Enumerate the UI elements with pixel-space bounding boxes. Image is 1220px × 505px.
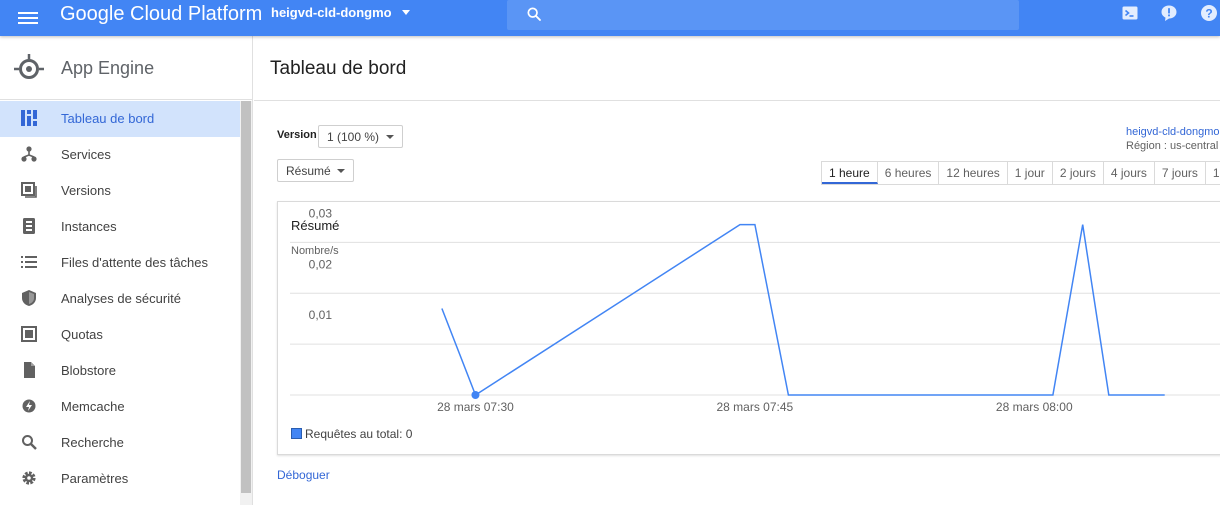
chart-title: Résumé (291, 218, 340, 233)
page-header: Tableau de bord (254, 36, 1220, 101)
instances-icon (23, 218, 35, 234)
legend-checkbox[interactable] (291, 428, 302, 439)
version-select-value: 1 (100 %) (327, 130, 380, 144)
sidebar-item-services[interactable]: Services (0, 137, 240, 173)
chart-y-unit: Nombre/s (291, 245, 339, 257)
sidebar-item-label: Services (61, 147, 111, 162)
sidebar-item-label: Paramètres (61, 471, 129, 486)
sidebar-item-task-queues[interactable]: Files d'attente des tâches (0, 245, 240, 281)
sidebar-item-label: Files d'attente des tâches (61, 255, 209, 270)
memcache-icon (22, 399, 36, 413)
time-range-selector: 1 heure 6 heures 12 heures 1 jour 2 jour… (821, 161, 1220, 185)
version-label: Version (277, 129, 317, 141)
sidebar-item-security-scans[interactable]: Analyses de sécurité (0, 281, 240, 317)
list-icon (21, 256, 37, 268)
sidebar-item-settings[interactable]: Paramètres (0, 461, 240, 497)
sidebar-nav: Tableau de bord Services Versions Inst (0, 101, 240, 497)
versions-icon (21, 182, 37, 198)
data-point-marker (471, 391, 480, 399)
range-4d[interactable]: 4 jours (1104, 162, 1155, 184)
x-tick-label: 28 mars 07:45 (717, 400, 794, 414)
chart-type-select[interactable]: Résumé (277, 159, 354, 182)
services-icon (21, 146, 37, 162)
x-tick-label: 28 mars 07:30 (437, 400, 514, 414)
summary-chart-card: Résumé Nombre/s 0,01 0,02 0,03 28 mars 07:3… (277, 201, 1220, 455)
dashboard-icon (21, 110, 37, 126)
gear-icon (22, 471, 36, 485)
range-12h[interactable]: 12 heures (939, 162, 1008, 184)
range-2d[interactable]: 2 jours (1053, 162, 1104, 184)
menu-icon[interactable] (18, 9, 38, 27)
sidebar-item-blobstore[interactable]: Blobstore (0, 353, 240, 389)
svg-text:?: ? (1205, 7, 1212, 21)
project-link[interactable]: heigvd-cld-dongmo (1126, 126, 1220, 138)
sidebar-item-label: Tableau de bord (61, 111, 155, 126)
sidebar-item-instances[interactable]: Instances (0, 209, 240, 245)
file-icon (24, 362, 35, 378)
range-7d[interactable]: 7 jours (1155, 162, 1206, 184)
sidebar-item-versions[interactable]: Versions (0, 173, 240, 209)
y-tick-label: 0,03 (309, 206, 333, 220)
sidebar-title: App Engine (61, 58, 155, 78)
scrollbar-thumb[interactable] (241, 101, 251, 493)
main-content: Tableau de bord Version 1 (100 %) Résumé… (254, 36, 1220, 505)
line-chart: 0,01 0,02 0,03 28 mars 07:30 28 mars 07:45 28… (290, 206, 1220, 414)
range-1d[interactable]: 1 jour (1008, 162, 1053, 184)
chart-type-select-value: Résumé (286, 164, 331, 178)
legend-label: Requêtes au total: 0 (305, 427, 413, 441)
sidebar-header: App Engine (0, 36, 252, 100)
search-icon (22, 435, 37, 450)
search-input[interactable] (507, 0, 1019, 30)
sidebar-item-label: Blobstore (61, 363, 116, 378)
region-label: Région : us-central (1126, 140, 1219, 152)
sidebar-item-label: Instances (61, 219, 117, 234)
chevron-down-icon (401, 10, 410, 15)
search-icon (527, 7, 541, 21)
feedback-icon[interactable] (1160, 4, 1178, 22)
sidebar-scrollbar[interactable] (240, 101, 252, 505)
help-icon[interactable]: ? (1200, 4, 1218, 22)
project-selector[interactable]: heigvd-cld-dongmo (271, 5, 410, 20)
top-app-bar: Google Cloud Platform heigvd-cld-dongmo … (0, 0, 1220, 36)
quotas-icon (21, 326, 37, 342)
range-6h[interactable]: 6 heures (878, 162, 940, 184)
app-engine-icon (14, 54, 44, 79)
page-title: Tableau de bord (270, 58, 407, 79)
y-tick-label: 0,01 (309, 308, 333, 322)
sidebar-item-label: Memcache (61, 399, 125, 414)
chevron-down-icon (337, 169, 345, 173)
sidebar-item-quotas[interactable]: Quotas (0, 317, 240, 353)
sidebar-item-label: Analyses de sécurité (61, 291, 181, 306)
shield-icon (22, 290, 36, 306)
project-name: heigvd-cld-dongmo (271, 5, 392, 20)
sidebar-item-label: Recherche (61, 435, 124, 450)
sidebar-item-search[interactable]: Recherche (0, 425, 240, 461)
x-tick-label: 28 mars 08:00 (996, 400, 1073, 414)
chevron-down-icon (386, 135, 394, 139)
sidebar-item-dashboard[interactable]: Tableau de bord (0, 101, 240, 137)
version-select[interactable]: 1 (100 %) (318, 125, 403, 148)
series-line (441, 223, 1165, 397)
sidebar-item-label: Versions (61, 183, 111, 198)
y-tick-label: 0,02 (309, 257, 333, 271)
range-more[interactable]: 1 (1206, 162, 1220, 184)
sidebar-item-memcache[interactable]: Memcache (0, 389, 240, 425)
sidebar-item-label: Quotas (61, 327, 103, 342)
debug-link[interactable]: Déboguer (277, 468, 330, 482)
chart-legend[interactable]: Requêtes au total: 0 (291, 427, 412, 441)
cloud-shell-icon[interactable] (1121, 4, 1139, 22)
range-1h[interactable]: 1 heure (822, 162, 878, 184)
brand-title[interactable]: Google Cloud Platform (60, 3, 263, 25)
sidebar: App Engine Tableau de bord Services (0, 36, 253, 505)
